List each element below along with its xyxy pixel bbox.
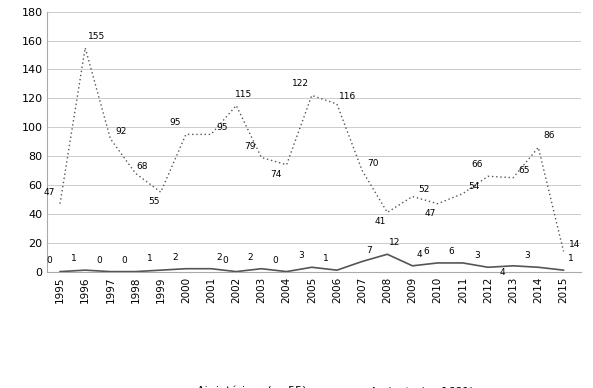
Amiante (n=1681) [484,174,492,178]
Air intérieur (n=55) [560,268,567,272]
Text: 41: 41 [375,217,386,226]
Text: 54: 54 [468,182,480,191]
Text: 116: 116 [339,92,356,101]
Air intérieur (n=55) [157,268,164,272]
Amiante (n=1681) [208,132,215,137]
Air intérieur (n=55) [182,267,189,271]
Amiante (n=1681) [535,145,542,150]
Text: 2: 2 [216,253,222,262]
Text: 86: 86 [544,132,555,140]
Text: 79: 79 [244,142,256,151]
Text: 0: 0 [122,256,127,265]
Amiante (n=1681) [308,93,315,98]
Text: 1: 1 [568,254,573,263]
Text: 1: 1 [146,254,152,263]
Text: 3: 3 [474,251,480,260]
Text: 3: 3 [524,251,530,260]
Text: 6: 6 [423,247,429,256]
Text: 70: 70 [368,159,379,168]
Air intérieur (n=55) [232,269,240,274]
Amiante (n=1681) [434,201,441,206]
Air intérieur (n=55) [132,269,139,274]
Amiante (n=1681) [333,102,340,106]
Amiante (n=1681) [82,45,89,50]
Air intérieur (n=55) [509,263,517,268]
Air intérieur (n=55) [208,267,215,271]
Air intérieur (n=55) [434,261,441,265]
Air intérieur (n=55) [484,265,492,270]
Text: 4: 4 [417,250,422,259]
Air intérieur (n=55) [258,267,265,271]
Amiante (n=1681) [459,191,466,196]
Text: 52: 52 [418,185,429,194]
Text: 12: 12 [388,238,400,247]
Legend: Air intérieur (n=55), Amiante (n=1681): Air intérieur (n=55), Amiante (n=1681) [150,382,479,388]
Text: 66: 66 [471,160,483,169]
Amiante (n=1681) [157,190,164,194]
Air intérieur (n=55) [459,261,466,265]
Air intérieur (n=55) [107,269,114,274]
Amiante (n=1681) [182,132,189,137]
Amiante (n=1681) [283,163,290,167]
Text: 0: 0 [97,256,102,265]
Air intérieur (n=55) [82,268,89,272]
Air intérieur (n=55) [384,252,391,256]
Amiante (n=1681) [232,103,240,108]
Amiante (n=1681) [56,201,63,206]
Air intérieur (n=55) [333,268,340,272]
Text: 65: 65 [518,166,530,175]
Air intérieur (n=55) [308,265,315,270]
Text: 55: 55 [148,197,160,206]
Text: 0: 0 [46,256,52,265]
Amiante (n=1681) [132,171,139,176]
Text: 2: 2 [172,253,177,262]
Air intérieur (n=55) [283,269,290,274]
Text: 95: 95 [169,118,180,127]
Text: 92: 92 [116,127,127,136]
Text: 6: 6 [449,247,455,256]
Text: 1: 1 [323,254,329,263]
Air intérieur (n=55) [535,265,542,270]
Text: 47: 47 [425,209,436,218]
Text: 7: 7 [366,246,372,255]
Text: 47: 47 [43,188,55,197]
Line: Air intérieur (n=55): Air intérieur (n=55) [60,254,563,272]
Text: 2: 2 [247,253,253,262]
Air intérieur (n=55) [56,269,63,274]
Amiante (n=1681) [509,175,517,180]
Air intérieur (n=55) [359,259,366,264]
Text: 0: 0 [273,256,278,265]
Text: 1: 1 [71,254,77,263]
Text: 0: 0 [222,256,228,265]
Text: 4: 4 [499,268,505,277]
Amiante (n=1681) [107,137,114,141]
Text: 155: 155 [88,32,105,41]
Amiante (n=1681) [258,155,265,160]
Text: 3: 3 [298,251,304,260]
Text: 68: 68 [137,162,148,171]
Text: 74: 74 [270,170,281,178]
Amiante (n=1681) [359,168,366,173]
Amiante (n=1681) [409,194,416,199]
Line: Amiante (n=1681): Amiante (n=1681) [60,48,563,251]
Air intérieur (n=55) [409,263,416,268]
Text: 115: 115 [235,90,252,99]
Amiante (n=1681) [384,210,391,215]
Amiante (n=1681) [560,249,567,254]
Text: 95: 95 [216,123,228,132]
Text: 14: 14 [569,240,581,249]
Text: 122: 122 [292,80,309,88]
